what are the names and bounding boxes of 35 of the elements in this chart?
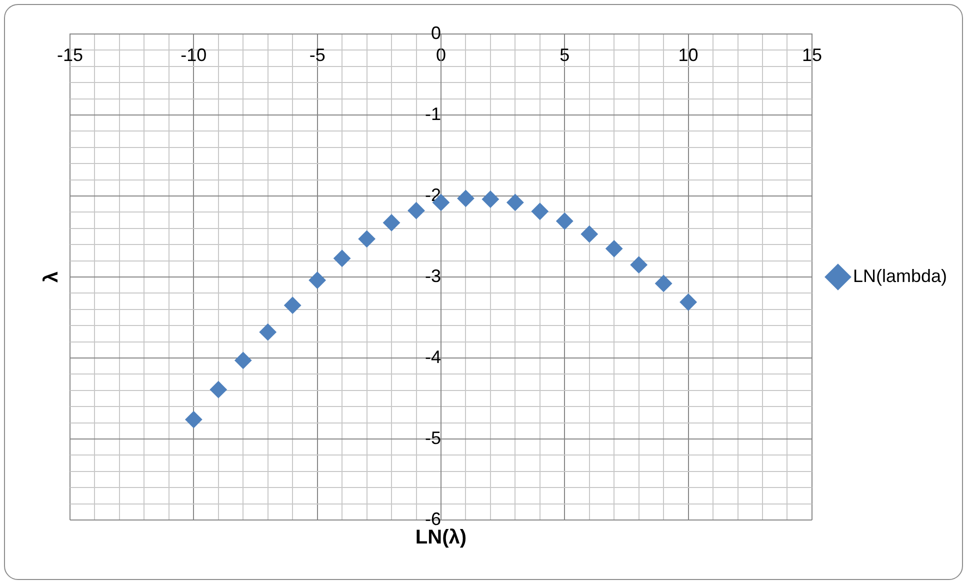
x-axis-title: LN(λ) [415, 526, 467, 549]
point [457, 190, 474, 207]
point [408, 202, 425, 220]
point [630, 256, 648, 274]
point [210, 381, 227, 398]
point [185, 411, 202, 428]
y-tick-label: -1 [424, 104, 441, 124]
point [259, 324, 276, 341]
legend-label: LN(lambda) [852, 266, 948, 286]
point [308, 272, 326, 289]
point [234, 352, 252, 369]
point [580, 226, 598, 243]
point [556, 212, 574, 230]
point [680, 294, 697, 311]
y-tick-label: -5 [424, 428, 441, 448]
y-axis-title: λ [40, 271, 63, 283]
y-tick-label: -4 [424, 346, 441, 367]
point [531, 202, 548, 220]
y-tick-label: -6 [424, 508, 441, 529]
point [482, 190, 499, 208]
x-tick-label: -15 [56, 44, 84, 65]
x-tick-label: 5 [560, 44, 570, 65]
point [655, 274, 672, 292]
x-tick-label: 10 [678, 44, 698, 65]
point [606, 240, 623, 258]
y-tick-label: -3 [424, 266, 441, 286]
point [383, 214, 400, 232]
point [506, 194, 524, 211]
x-tick-label: 15 [802, 44, 822, 65]
point [334, 250, 351, 267]
y-tick-label: 0 [430, 22, 441, 43]
x-tick-label: -5 [309, 44, 326, 65]
point [284, 296, 302, 314]
x-tick-label: -10 [180, 44, 207, 65]
point [358, 230, 376, 248]
